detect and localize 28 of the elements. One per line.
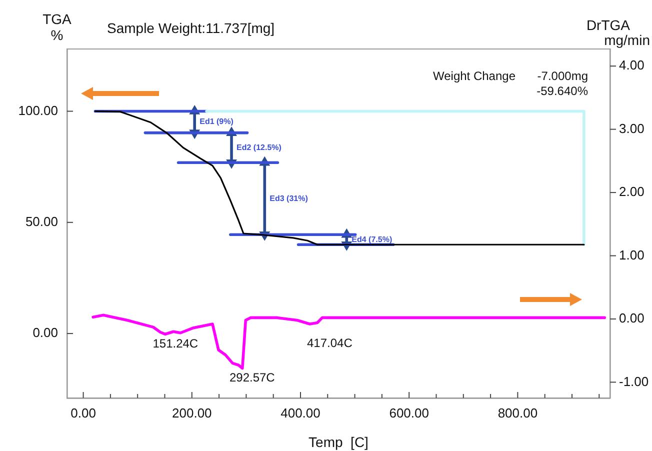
annotation: -59.640% — [536, 84, 588, 98]
y2-tick-label: 3.00 — [619, 120, 644, 136]
annotation: 292.57C — [229, 370, 276, 385]
annotation: Ed2 (12.5%) — [236, 142, 282, 152]
x-tick-label: 200.00 — [172, 405, 212, 420]
annotation: Weight Change — [433, 69, 516, 83]
chart-title: Sample Weight:11.737[mg] — [107, 20, 275, 36]
y2-tick-label: 1.00 — [619, 247, 644, 262]
annotation: Ed4 (7.5%) — [352, 234, 392, 244]
y2-tick-label: 0.00 — [619, 310, 644, 326]
y2-tick-label: 2.00 — [619, 184, 644, 200]
x-tick-label: 800.00 — [498, 405, 538, 420]
annotation: Ed1 (9%) — [200, 117, 234, 126]
x-axis-title: Temp [C] — [308, 434, 368, 450]
y2-tick-label: -1.00 — [619, 374, 649, 389]
x-tick-label: 0.00 — [70, 405, 96, 420]
x-tick-label: 400.00 — [280, 405, 320, 420]
annotation: 417.04C — [307, 336, 353, 350]
y-tick-label: 50.00 — [25, 214, 58, 229]
annotation: 151.24C — [152, 336, 198, 350]
y-tick-label: 0.00 — [32, 325, 58, 340]
annotation: -7.000mg — [537, 69, 588, 83]
y-tick-label: 100.00 — [18, 102, 58, 118]
x-tick-label: 600.00 — [389, 405, 429, 420]
y-axis-title: TGA % — [42, 11, 72, 43]
annotation: Ed3 (31%) — [270, 194, 308, 203]
y2-tick-label: 4.00 — [619, 58, 644, 73]
y2-axis-title: DrTGA mg/min — [586, 17, 650, 48]
